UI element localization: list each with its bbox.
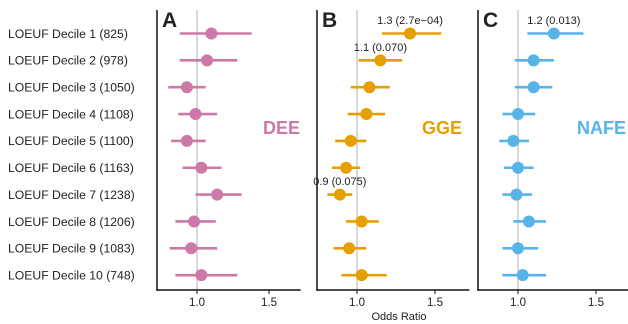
odds-ratio-point <box>360 108 373 121</box>
odds-ratio-point <box>333 188 346 201</box>
panels: 1.0 1.5 A DEE 1.0 1.5 1.3 (2.7e−04) 1.1 (0.070)… <box>156 9 628 309</box>
panel-letter: B <box>322 9 337 32</box>
panel-letter: C <box>483 9 498 32</box>
estimate-annotation: 1.2 (0.013) <box>527 15 580 27</box>
odds-ratio-point <box>195 269 208 282</box>
group-label: DEE <box>263 118 300 138</box>
odds-ratio-point <box>355 215 368 228</box>
odds-ratio-point <box>374 54 387 67</box>
x-tick-label: 1.0 <box>510 297 526 309</box>
odds-ratio-point <box>185 242 198 255</box>
odds-ratio-point <box>188 215 201 228</box>
panel-b: 1.0 1.5 1.3 (2.7e−04) 1.1 (0.070) 0.9 (0.075… <box>313 9 470 309</box>
odds-ratio-point <box>527 54 540 67</box>
odds-ratio-point <box>512 161 524 174</box>
x-tick-label: 1.0 <box>349 297 365 309</box>
odds-ratio-point <box>547 27 560 40</box>
odds-ratio-point <box>512 108 524 121</box>
odds-ratio-point <box>510 188 523 201</box>
odds-ratio-point <box>355 269 368 282</box>
odds-ratio-point <box>527 81 540 94</box>
row-label: LOEUF Decile 4 (1108) <box>8 107 134 121</box>
x-tick-label: 1.5 <box>261 297 277 309</box>
odds-ratio-point <box>201 54 214 67</box>
odds-ratio-point <box>404 27 417 40</box>
odds-ratio-point <box>343 242 356 255</box>
row-labels: LOEUF Decile 1 (825) LOEUF Decile 2 (978)… <box>8 27 135 283</box>
estimate-annotation: 1.3 (2.7e−04) <box>377 15 443 27</box>
x-axis-title: Odds Ratio <box>371 311 426 323</box>
odds-ratio-point <box>205 27 218 40</box>
odds-ratio-point <box>522 215 535 228</box>
row-label: LOEUF Decile 2 (978) <box>8 54 128 68</box>
odds-ratio-point <box>189 108 202 121</box>
estimate-annotation: 1.1 (0.070) <box>354 42 407 54</box>
panel-letter: A <box>162 9 177 32</box>
group-label: NAFE <box>577 118 626 138</box>
row-label: LOEUF Decile 5 (1100) <box>8 134 134 148</box>
odds-ratio-point <box>211 188 224 201</box>
odds-ratio-point <box>180 81 193 94</box>
x-tick-label: 1.5 <box>427 297 443 309</box>
odds-ratio-point <box>180 134 193 147</box>
estimate-annotation: 0.9 (0.075) <box>313 176 366 188</box>
row-label: LOEUF Decile 6 (1163) <box>8 161 134 175</box>
odds-ratio-point <box>363 81 376 94</box>
odds-ratio-point <box>512 242 524 255</box>
group-label: GGE <box>422 118 462 138</box>
row-label: LOEUF Decile 7 (1238) <box>8 188 135 202</box>
row-label: LOEUF Decile 8 (1206) <box>8 215 135 229</box>
panel-c: 1.0 1.5 1.2 (0.013) C NAFE <box>477 9 628 309</box>
row-label: LOEUF Decile 9 (1083) <box>8 242 135 256</box>
odds-ratio-point <box>344 134 357 147</box>
x-tick-label: 1.5 <box>588 297 604 309</box>
odds-ratio-point <box>507 134 520 147</box>
odds-ratio-point <box>195 161 208 174</box>
panel-a: 1.0 1.5 A DEE <box>156 9 301 309</box>
odds-ratio-point <box>340 161 353 174</box>
row-label: LOEUF Decile 10 (748) <box>8 268 135 282</box>
row-label: LOEUF Decile 3 (1050) <box>8 81 135 95</box>
row-label: LOEUF Decile 1 (825) <box>8 27 128 41</box>
odds-ratio-point <box>516 269 529 282</box>
x-tick-label: 1.0 <box>189 297 205 309</box>
